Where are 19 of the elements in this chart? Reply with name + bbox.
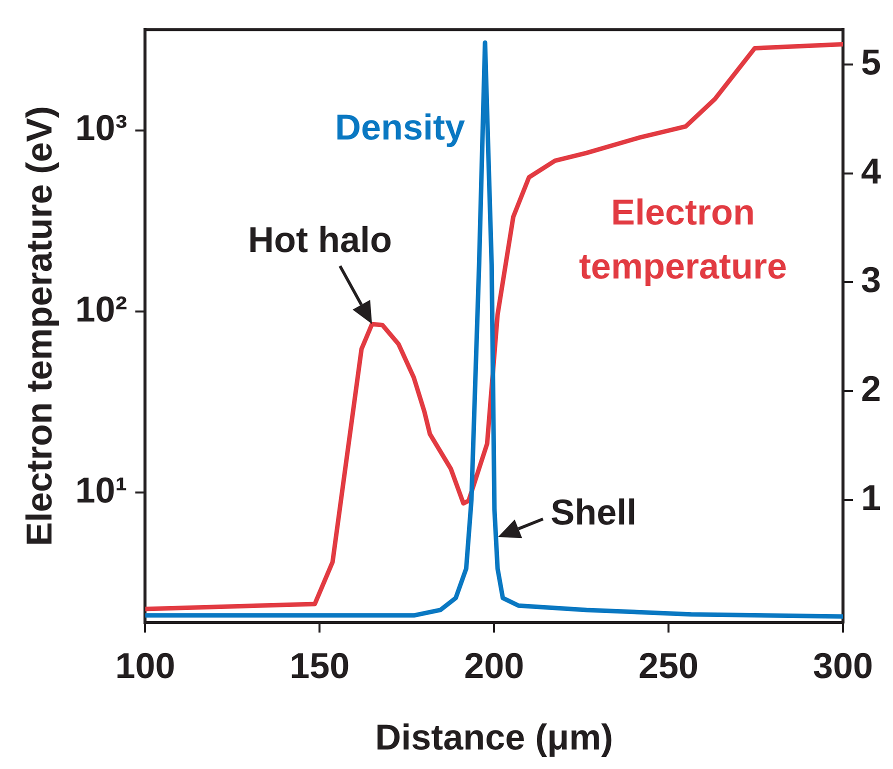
- y2-tick-label: 3: [860, 259, 882, 300]
- x-tick-label: 200: [464, 645, 524, 686]
- y-axis-title: Electron temperature (eV): [18, 106, 60, 546]
- x-tick-label: 150: [290, 645, 350, 686]
- annotation: Shell: [550, 492, 637, 533]
- series-label: Electron temperature: [578, 192, 788, 287]
- x-axis-title: Distance (μm): [375, 716, 614, 758]
- y-tick-label: 10³: [75, 107, 128, 148]
- y-tick-label: 10¹: [75, 469, 128, 510]
- y2-tick-label: 5: [860, 41, 882, 82]
- annotation: Hot halo: [248, 219, 392, 260]
- x-tick-label: 300: [812, 645, 874, 686]
- series-label: Density: [334, 106, 466, 148]
- x-tick-label: 250: [638, 645, 699, 686]
- y2-tick-label: 4: [860, 150, 882, 192]
- y-tick-label: 10²: [75, 288, 128, 330]
- y2-tick-label: 1: [860, 476, 882, 518]
- x-tick-label: 100: [115, 645, 176, 686]
- y2-tick-label: 2: [860, 368, 882, 410]
